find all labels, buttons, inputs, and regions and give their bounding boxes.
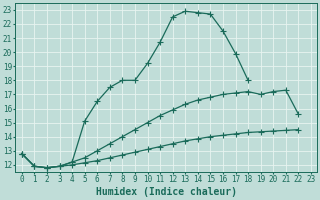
X-axis label: Humidex (Indice chaleur): Humidex (Indice chaleur)	[96, 187, 237, 197]
